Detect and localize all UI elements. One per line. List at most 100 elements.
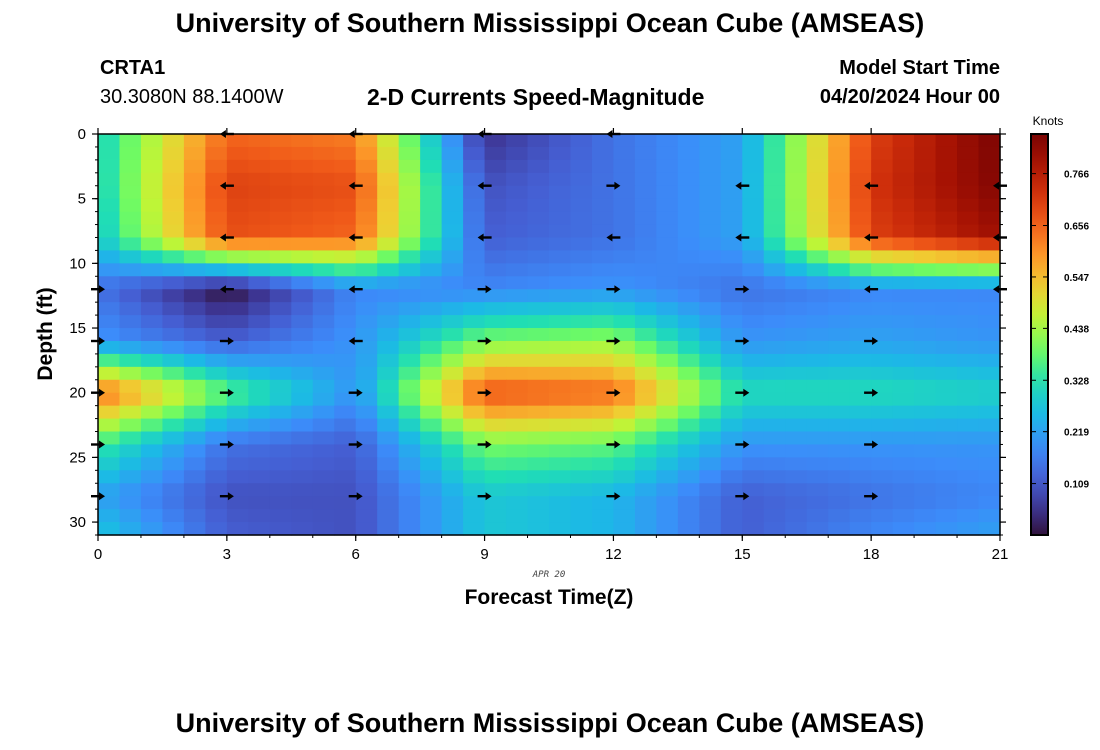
heatmap-cell <box>892 159 915 174</box>
heatmap-cell <box>291 431 314 446</box>
heatmap-cell <box>849 276 872 290</box>
heatmap-cell <box>613 263 636 277</box>
heatmap-cell <box>312 263 335 277</box>
heatmap-cell <box>248 134 271 148</box>
heatmap-cell <box>634 237 657 252</box>
heatmap-cell <box>742 353 765 368</box>
colorbar-tick-label: 0.656 <box>1064 222 1089 233</box>
heatmap-cell <box>162 289 185 303</box>
heatmap-cell <box>828 172 851 187</box>
heatmap-cell <box>828 353 851 368</box>
heatmap-cell <box>699 405 722 420</box>
heatmap-cell <box>549 483 572 497</box>
heatmap-cell <box>98 353 121 368</box>
heatmap-cell <box>935 185 958 200</box>
heatmap-cell <box>355 509 378 523</box>
heatmap-cell <box>205 315 228 329</box>
heatmap-cell <box>785 392 808 407</box>
heatmap-cell <box>742 185 765 200</box>
heatmap-cell <box>226 509 249 523</box>
heatmap-cell <box>634 457 657 471</box>
heatmap-cell <box>269 146 292 161</box>
heatmap-cell <box>763 366 786 381</box>
heatmap-cell <box>828 159 851 174</box>
heatmap-cell <box>98 302 121 316</box>
heatmap-cell <box>828 237 851 252</box>
heatmap-cell <box>720 509 743 523</box>
heatmap-cell <box>763 431 786 446</box>
heatmap-cell <box>334 353 357 368</box>
heatmap-cell <box>677 483 700 497</box>
heatmap-cell <box>291 276 314 290</box>
heatmap-cell <box>634 276 657 290</box>
heatmap-cell <box>656 224 679 239</box>
colorbar-tick-label: 0.219 <box>1064 428 1089 439</box>
heatmap-cell <box>441 431 464 446</box>
heatmap-cell <box>806 224 829 239</box>
heatmap-cell <box>162 224 185 239</box>
heatmap-cell <box>849 340 872 355</box>
heatmap-cell <box>591 315 615 329</box>
heatmap-cell <box>763 418 786 433</box>
heatmap-cell <box>634 392 657 407</box>
heatmap-cell <box>162 276 185 290</box>
heatmap-cell <box>248 302 271 316</box>
heatmap-cell <box>570 418 593 433</box>
heatmap-cell <box>871 496 894 510</box>
heatmap-cell <box>699 340 722 355</box>
heatmap-cell <box>312 159 335 174</box>
heatmap-cell <box>463 224 486 239</box>
heatmap-cell <box>656 496 679 510</box>
heatmap-cell <box>806 340 829 355</box>
heatmap-cell <box>441 340 464 355</box>
heatmap-cell <box>398 444 421 458</box>
heatmap-cell <box>871 289 894 303</box>
heatmap-cell <box>570 470 593 484</box>
heatmap-cell <box>656 379 679 394</box>
heatmap-cell <box>312 405 335 420</box>
heatmap-cell <box>806 496 829 510</box>
heatmap-cell <box>119 134 142 148</box>
heatmap-cell <box>656 172 679 187</box>
heatmap-cell <box>484 470 507 484</box>
heatmap-cell <box>763 224 786 239</box>
heatmap-cell <box>484 522 507 536</box>
heatmap-cell <box>699 276 722 290</box>
heatmap-cell <box>720 522 743 536</box>
heatmap-cell <box>549 470 572 484</box>
axis-ticks <box>92 128 1006 541</box>
heatmap-cell <box>355 457 378 471</box>
heatmap-cell <box>334 185 357 200</box>
heatmap-cell <box>549 159 572 174</box>
heatmap-cell <box>914 483 937 497</box>
heatmap-cell <box>957 224 980 239</box>
heatmap-cell <box>334 172 357 187</box>
heatmap-cell <box>484 328 507 342</box>
heatmap-cell <box>699 470 722 484</box>
heatmap-cell <box>763 276 786 290</box>
heatmap-cell <box>377 172 400 187</box>
heatmap-cell <box>935 224 958 239</box>
heatmap-cell <box>506 198 529 213</box>
heatmap-cell <box>871 509 894 523</box>
heatmap-cell <box>183 496 206 510</box>
heatmap-cell <box>226 237 249 252</box>
heatmap-cell <box>785 366 808 381</box>
heatmap-cell <box>98 470 121 484</box>
heatmap-cell <box>806 470 829 484</box>
heatmap-cell <box>441 315 464 329</box>
heatmap-cell <box>334 418 357 433</box>
heatmap-cell <box>162 431 185 446</box>
heatmap-cell <box>312 134 335 148</box>
heatmap-cell <box>334 276 357 290</box>
heatmap-cell <box>699 198 722 213</box>
heatmap-cell <box>441 470 464 484</box>
heatmap-cell <box>957 185 980 200</box>
heatmap-cell <box>226 483 249 497</box>
y-tick-label: 20 <box>69 385 86 402</box>
heatmap-cell <box>871 340 894 355</box>
heatmap-cell <box>463 366 486 381</box>
heatmap-cell <box>226 302 249 316</box>
heatmap-cell <box>269 289 292 303</box>
heatmap-cell <box>549 509 572 523</box>
